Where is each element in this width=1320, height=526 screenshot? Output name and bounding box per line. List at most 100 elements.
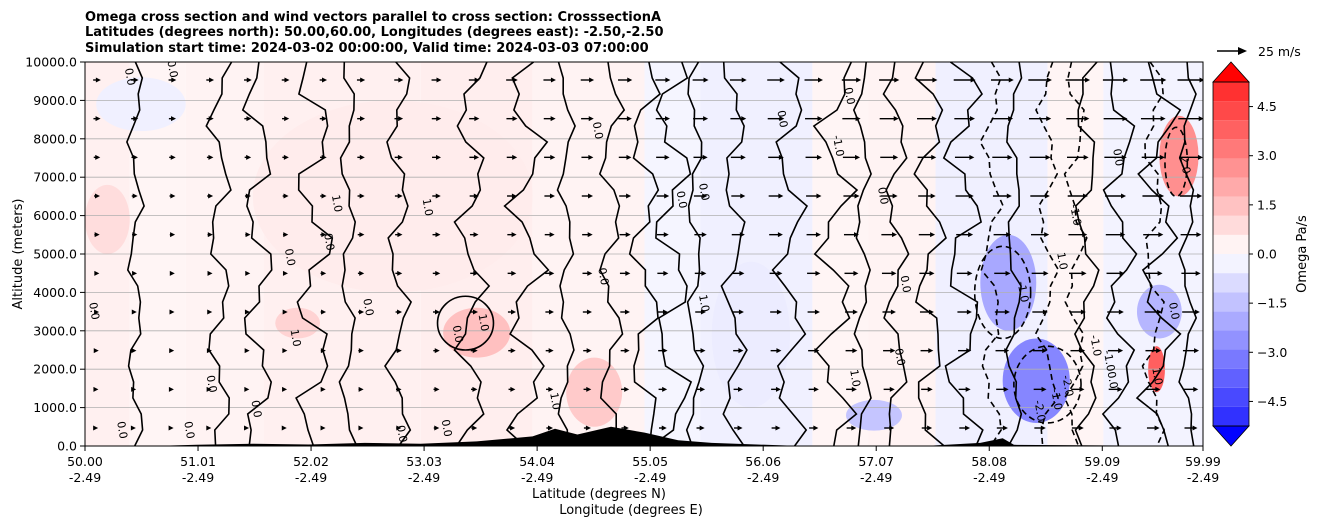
wind-vector: [245, 270, 251, 276]
wind-vector: [320, 425, 326, 431]
x-tick-label-lat: 56.06: [745, 454, 781, 469]
wind-vector: [809, 425, 819, 431]
colorbar-tick-label: −3.0: [1257, 345, 1287, 360]
wind-vector: [320, 348, 326, 354]
x-tick-label-lon: -2.49: [973, 470, 1005, 485]
wind-vector: [357, 154, 365, 160]
wind-vector: [469, 116, 480, 122]
contour-label: 0.0: [1105, 370, 1121, 389]
wind-vector: [508, 425, 516, 431]
wind-vector: [1105, 232, 1126, 238]
wind-vector: [733, 386, 744, 392]
wind-vector: [580, 77, 595, 83]
colorbar-tick-label: 1.5: [1257, 197, 1277, 212]
wind-vector: [206, 116, 214, 122]
wind-vector: [996, 425, 1008, 431]
wind-vector: [918, 232, 936, 238]
wind-vector: [882, 309, 896, 315]
wind-vector: [846, 425, 857, 431]
colorbar-segment: [1213, 101, 1249, 121]
wind-vector: [954, 116, 975, 122]
wind-vector: [394, 116, 404, 122]
wind-vector: [919, 270, 935, 276]
contour-line: [685, 62, 705, 446]
wind-vector: [93, 348, 99, 354]
x-tick-label-lat: 54.04: [519, 454, 555, 469]
wind-vector: [1106, 270, 1125, 276]
wind-vector: [995, 348, 1010, 354]
contour-label: 0.0: [590, 121, 606, 140]
wind-vector: [433, 386, 440, 392]
wind-vector: [768, 154, 784, 160]
wind-vector: [1140, 116, 1166, 122]
x-tick-label-lat: 51.01: [180, 454, 216, 469]
wind-vector: [1141, 154, 1165, 160]
wind-vector: [206, 348, 212, 354]
wind-vector: [282, 193, 289, 199]
wind-vector: [93, 425, 99, 431]
wind-vector: [1034, 425, 1046, 431]
wind-vector: [695, 309, 706, 315]
wind-vector: [282, 270, 288, 276]
wind-vector: [244, 193, 251, 199]
colorbar-segment: [1213, 196, 1249, 216]
y-tick-label: 6000.0: [33, 208, 77, 223]
wind-vector: [1067, 193, 1088, 199]
wind-vector: [842, 154, 861, 160]
wind-vector: [618, 154, 632, 160]
y-tick-label: 5000.0: [33, 247, 77, 262]
y-tick-label: 4000.0: [33, 285, 77, 300]
wind-vector: [546, 425, 554, 431]
wind-vector: [954, 154, 975, 160]
wind-vector: [620, 348, 630, 354]
contour-label: 0.0: [114, 420, 130, 439]
wind-vector: [805, 154, 822, 160]
wind-vector: [206, 154, 214, 160]
contour-line: [1101, 62, 1138, 446]
contour-label: 0.0: [282, 247, 298, 266]
wind-vector: [546, 386, 554, 392]
wind-vector: [244, 77, 252, 83]
wind-vector: [1109, 425, 1122, 431]
wind-vector: [1033, 348, 1048, 354]
wind-vector: [694, 270, 707, 276]
wind-vector: [1142, 193, 1165, 199]
wind-vector: [168, 425, 174, 431]
wind-vector: [282, 386, 288, 392]
wind-vector: [732, 309, 744, 315]
omega-region: [566, 357, 623, 427]
wind-vector: [470, 270, 479, 276]
wind-vector: [206, 77, 215, 83]
wind-vector: [1069, 270, 1087, 276]
wind-vector: [619, 193, 632, 199]
wind-vector: [956, 270, 973, 276]
wind-vector: [1180, 232, 1202, 238]
wind-vector: [1029, 154, 1051, 160]
x-tick-label-lat: 59.99: [1185, 454, 1221, 469]
wind-vector: [470, 309, 478, 315]
wind-vector: [581, 116, 594, 122]
contour-label: 0.0: [439, 418, 455, 437]
wind-vector: [1182, 309, 1200, 315]
omega-region: [1002, 338, 1070, 423]
wind-vector: [282, 154, 289, 160]
wind-vector: [582, 232, 593, 238]
wind-vector: [693, 154, 708, 160]
wind-vector: [581, 193, 594, 199]
contour-label: 1.0: [847, 368, 863, 387]
wind-vector: [693, 116, 709, 122]
wind-vector: [1028, 77, 1052, 83]
wind-vector: [693, 193, 708, 199]
wind-vector: [695, 348, 706, 354]
wind-vector: [731, 193, 746, 199]
contour-label: 1.0: [1054, 251, 1070, 270]
wind-vector: [169, 154, 176, 160]
wind-vector: [1028, 116, 1052, 122]
wind-vector: [433, 309, 441, 315]
wind-vector: [1179, 193, 1203, 199]
contour-line: [942, 62, 984, 446]
wind-vector: [1033, 386, 1047, 392]
colorbar-segment: [1213, 330, 1249, 350]
colorbar-tick-label: 3.0: [1257, 148, 1277, 163]
wind-vector: [432, 232, 441, 238]
